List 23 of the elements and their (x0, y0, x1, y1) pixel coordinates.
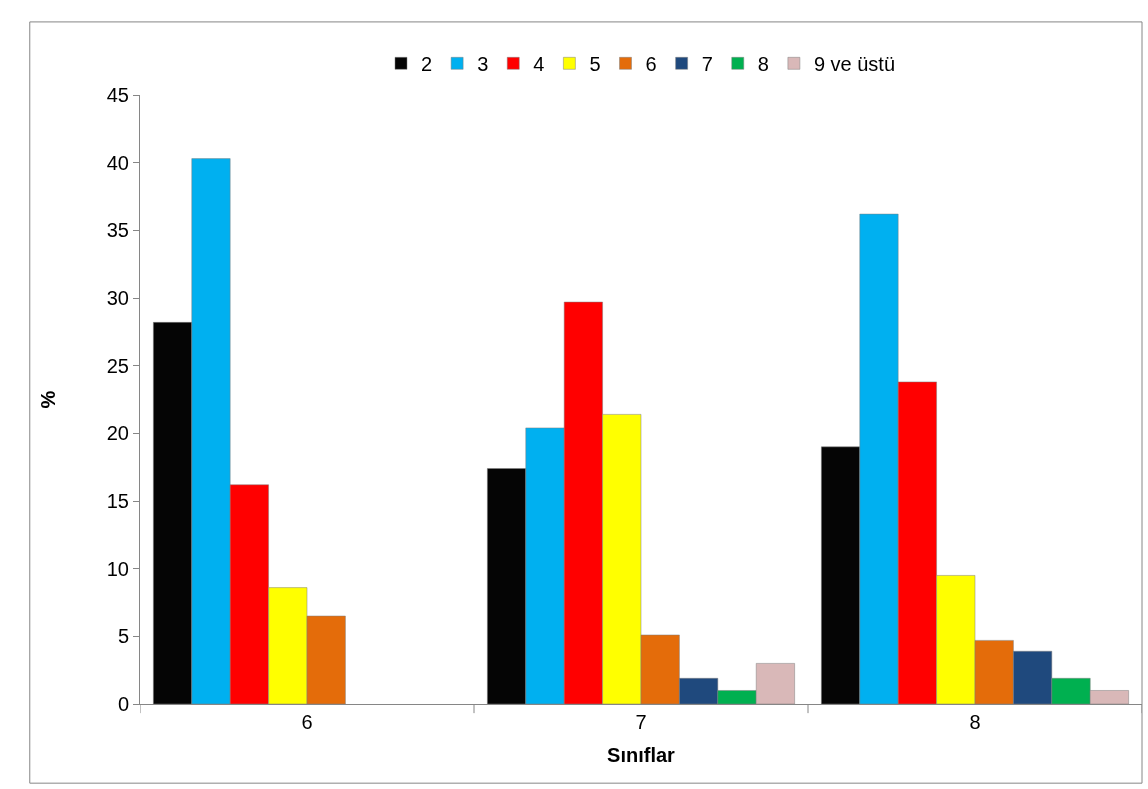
legend-label: 3 (477, 53, 489, 76)
legend-label: 2 (421, 53, 433, 76)
y-tick-label: 30 (106, 287, 129, 309)
y-axis-title: % (37, 390, 60, 409)
y-tick-label: 15 (106, 490, 129, 512)
legend-label: 9 ve üstü (813, 53, 896, 76)
x-axis-title: Sınıflar (607, 743, 676, 766)
y-tick-label: 20 (106, 422, 129, 445)
legend-label: 5 (589, 53, 601, 76)
legend-label: 8 (757, 53, 769, 76)
x-tick-label: 8 (969, 711, 981, 733)
x-tick-label: 7 (635, 711, 647, 733)
y-tick-label: 10 (106, 557, 129, 580)
legend-label: 4 (533, 53, 545, 76)
y-tick-label: 40 (106, 151, 129, 174)
legend-label: 6 (645, 53, 657, 76)
y-tick-label: 0 (117, 693, 129, 715)
y-tick-label: 35 (106, 219, 129, 242)
y-tick-label: 45 (106, 84, 129, 106)
legend-label: 7 (701, 53, 713, 76)
y-tick-label: 5 (117, 625, 129, 648)
y-tick-label: 25 (106, 354, 129, 377)
x-tick-label: 6 (301, 711, 313, 733)
